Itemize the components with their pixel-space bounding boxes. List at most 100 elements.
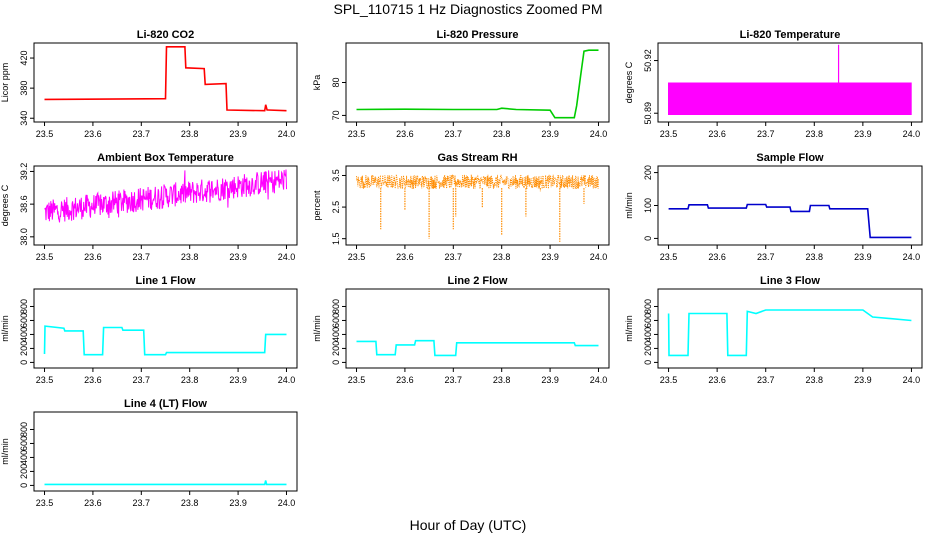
x-tick-label: 23.8 bbox=[806, 252, 824, 262]
y-axis-label: Licor ppm bbox=[0, 63, 10, 103]
y-tick-label: 38.6 bbox=[19, 195, 29, 213]
series-line bbox=[43, 325, 287, 356]
y-tick-label: 400 bbox=[19, 450, 29, 465]
y-tick-label: 800 bbox=[19, 299, 29, 314]
x-tick-label: 23.8 bbox=[493, 375, 511, 385]
y-tick-label: 400 bbox=[19, 327, 29, 342]
x-tick-label: 23.6 bbox=[708, 375, 726, 385]
panel-title: Gas Stream RH bbox=[437, 152, 517, 164]
series-line bbox=[44, 46, 287, 112]
y-tick-label: 0 bbox=[331, 360, 341, 365]
x-tick-label: 23.5 bbox=[348, 375, 366, 385]
x-tick-label: 23.8 bbox=[181, 129, 199, 139]
x-tick-label: 24.0 bbox=[278, 498, 296, 508]
y-tick-label: 600 bbox=[19, 313, 29, 328]
plot-frame bbox=[33, 288, 298, 369]
x-tick-label: 23.6 bbox=[84, 498, 102, 508]
series-line bbox=[44, 480, 287, 486]
plot-frame bbox=[33, 42, 298, 123]
panel-title: Li-820 Temperature bbox=[740, 29, 841, 41]
x-tick-label: 23.6 bbox=[708, 252, 726, 262]
y-tick-label: 420 bbox=[19, 51, 29, 66]
series-line bbox=[668, 82, 912, 115]
series-line bbox=[356, 339, 599, 357]
y-tick-label: 3.5 bbox=[331, 169, 341, 182]
y-tick-label: 200 bbox=[331, 341, 341, 356]
x-tick-label: 23.7 bbox=[757, 375, 775, 385]
series-line bbox=[667, 309, 912, 357]
x-tick-label: 23.8 bbox=[181, 498, 199, 508]
x-tick-label: 23.5 bbox=[36, 375, 54, 385]
y-tick-label: 400 bbox=[331, 327, 341, 342]
x-tick-label: 23.5 bbox=[348, 252, 366, 262]
x-tick-label: 23.9 bbox=[229, 129, 247, 139]
x-tick-label: 23.5 bbox=[36, 498, 54, 508]
panel-3: Li-820 Temperature degrees C 50.89 50.92 23.… bbox=[624, 29, 923, 139]
y-tick-label: 800 bbox=[643, 299, 653, 314]
x-tick-label: 23.9 bbox=[541, 375, 559, 385]
y-axis-label: kPa bbox=[312, 75, 322, 91]
x-tick-label: 23.8 bbox=[806, 375, 824, 385]
figure-title: SPL_110715 1 Hz Diagnostics Zoomed PM bbox=[333, 1, 603, 17]
y-tick-label: 50.92 bbox=[643, 49, 653, 72]
y-tick-label: 38.0 bbox=[19, 228, 29, 246]
x-tick-label: 23.9 bbox=[229, 498, 247, 508]
x-tick-label: 24.0 bbox=[278, 375, 296, 385]
y-tick-label: 1.5 bbox=[331, 232, 341, 245]
y-tick-label: 200 bbox=[19, 341, 29, 356]
panel-2: Li-820 Pressure kPa 70 80 23.5 23.6 23.7 23.8 23… bbox=[312, 29, 610, 139]
x-tick-label: 23.5 bbox=[36, 129, 54, 139]
x-tick-label: 23.9 bbox=[229, 375, 247, 385]
x-tick-label: 23.7 bbox=[445, 252, 463, 262]
y-tick-label: 200 bbox=[19, 464, 29, 479]
y-axis-label: ml/min bbox=[624, 192, 634, 219]
x-tick-label: 24.0 bbox=[278, 252, 296, 262]
y-tick-label: 50.89 bbox=[643, 102, 653, 125]
y-tick-label: 39.2 bbox=[19, 163, 29, 181]
x-tick-label: 23.7 bbox=[757, 252, 775, 262]
x-tick-label: 24.0 bbox=[903, 129, 921, 139]
x-tick-label: 23.7 bbox=[445, 375, 463, 385]
x-tick-label: 23.6 bbox=[708, 129, 726, 139]
x-tick-label: 23.6 bbox=[396, 129, 414, 139]
plot-frame bbox=[345, 165, 610, 246]
y-tick-label: 0 bbox=[19, 360, 29, 365]
x-tick-label: 24.0 bbox=[590, 129, 608, 139]
y-axis-label: degrees C bbox=[624, 61, 634, 103]
panel-5: Gas Stream RH percent 1.5 2.5 3.5 23.5 23.6 23.… bbox=[312, 152, 610, 262]
x-tick-label: 23.8 bbox=[493, 252, 511, 262]
y-tick-label: 380 bbox=[19, 81, 29, 96]
series-line bbox=[668, 203, 912, 239]
x-tick-label: 23.6 bbox=[84, 252, 102, 262]
panel-title: Sample Flow bbox=[756, 152, 824, 164]
x-tick-label: 24.0 bbox=[590, 375, 608, 385]
x-tick-label: 23.5 bbox=[348, 129, 366, 139]
y-tick-label: 200 bbox=[643, 165, 653, 180]
y-axis-label: percent bbox=[312, 190, 322, 221]
y-tick-label: 70 bbox=[331, 110, 341, 120]
y-tick-label: 0 bbox=[643, 360, 653, 365]
y-tick-label: 80 bbox=[331, 77, 341, 87]
x-tick-label: 23.9 bbox=[541, 252, 559, 262]
x-tick-label: 24.0 bbox=[278, 129, 296, 139]
series-line bbox=[356, 49, 599, 119]
x-tick-label: 23.9 bbox=[229, 252, 247, 262]
plot-frame bbox=[657, 42, 923, 123]
x-tick-label: 23.7 bbox=[133, 129, 151, 139]
panel-title: Line 1 Flow bbox=[136, 275, 196, 287]
x-tick-label: 23.5 bbox=[660, 252, 678, 262]
panel-6: Sample Flow ml/min 0 100 200 23.5 23.6 23.7 23.8… bbox=[624, 152, 923, 262]
x-tick-label: 23.5 bbox=[660, 375, 678, 385]
x-tick-label: 24.0 bbox=[903, 375, 921, 385]
y-tick-label: 800 bbox=[19, 422, 29, 437]
plot-frame bbox=[345, 288, 610, 369]
x-tick-label: 23.7 bbox=[445, 129, 463, 139]
plot-frame bbox=[33, 165, 298, 246]
y-tick-label: 200 bbox=[643, 341, 653, 356]
x-tick-label: 23.8 bbox=[493, 129, 511, 139]
panel-4: Ambient Box Temperature degrees C 38.0 38.6… bbox=[0, 152, 298, 262]
